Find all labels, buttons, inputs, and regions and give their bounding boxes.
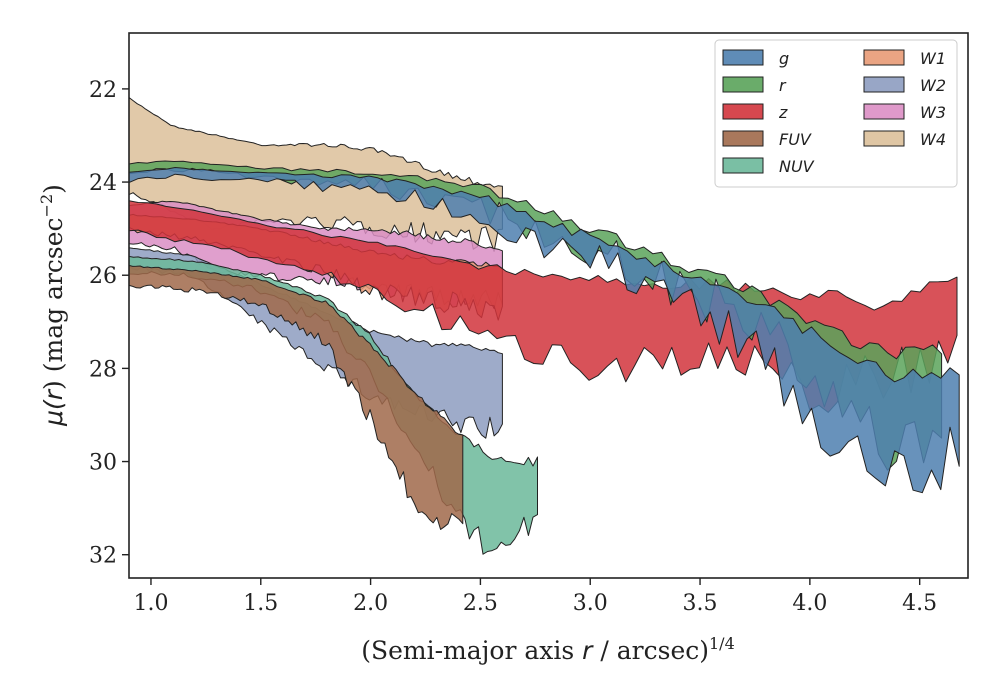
x-tick-label: 4.0 — [792, 591, 827, 616]
y-tick-label: 24 — [89, 171, 117, 196]
y-tick-label: 28 — [89, 357, 117, 382]
plot-frame — [128, 32, 969, 579]
legend: grz FUV NUV W1 W2 W3 W4 — [714, 39, 958, 188]
legend-label-W1: W1 — [920, 49, 946, 68]
legend-swatch-W2 — [863, 76, 905, 93]
y-tick-label: 30 — [89, 451, 117, 476]
y-tick-label: 32 — [89, 544, 117, 569]
legend-label-g: g — [779, 49, 789, 68]
x-tick-label: 4.5 — [902, 591, 937, 616]
y-tick-label: 26 — [89, 264, 117, 289]
legend-label-r: r — [779, 76, 787, 95]
y-ticks: 22 24 26 28 30 32 — [89, 78, 129, 569]
legend-label-FUV: FUV — [779, 130, 812, 149]
y-tick-label: 22 — [89, 78, 117, 103]
x-tick-label: 2.0 — [353, 591, 388, 616]
series-band-z — [129, 200, 958, 413]
legend-swatch-W4 — [863, 130, 905, 147]
x-tick-label: 3.5 — [683, 591, 718, 616]
legend-swatch-FUV — [722, 130, 764, 147]
legend-label-z: z — [778, 103, 788, 122]
legend-swatch-z — [722, 103, 764, 120]
legend-label-W2: W2 — [920, 76, 946, 95]
series-band-g — [129, 167, 960, 494]
x-axis-title: (Semi-major axis r / arcsec)1/4 — [361, 634, 735, 665]
legend-label-NUV: NUV — [779, 157, 815, 176]
x-tick-label: 1.0 — [133, 591, 168, 616]
legend-swatch-W3 — [863, 103, 905, 120]
legend-label-W4: W4 — [920, 130, 946, 149]
series-layer — [129, 97, 960, 555]
legend-swatch-r — [722, 76, 764, 93]
legend-swatch-W1 — [863, 49, 905, 66]
x-tick-label: 2.5 — [463, 591, 498, 616]
series-band-FUV — [129, 264, 464, 530]
x-tick-label: 1.5 — [243, 591, 278, 616]
x-ticks: 1.0 1.5 2.0 2.5 3.0 3.5 4.0 4.5 — [133, 578, 937, 616]
legend-label-W3: W3 — [920, 103, 946, 122]
y-axis-title: μ(r) (mag arcsec−2) — [37, 184, 68, 427]
x-tick-label: 3.0 — [573, 591, 608, 616]
legend-swatch-g — [722, 49, 764, 66]
legend-swatch-NUV — [722, 157, 764, 174]
